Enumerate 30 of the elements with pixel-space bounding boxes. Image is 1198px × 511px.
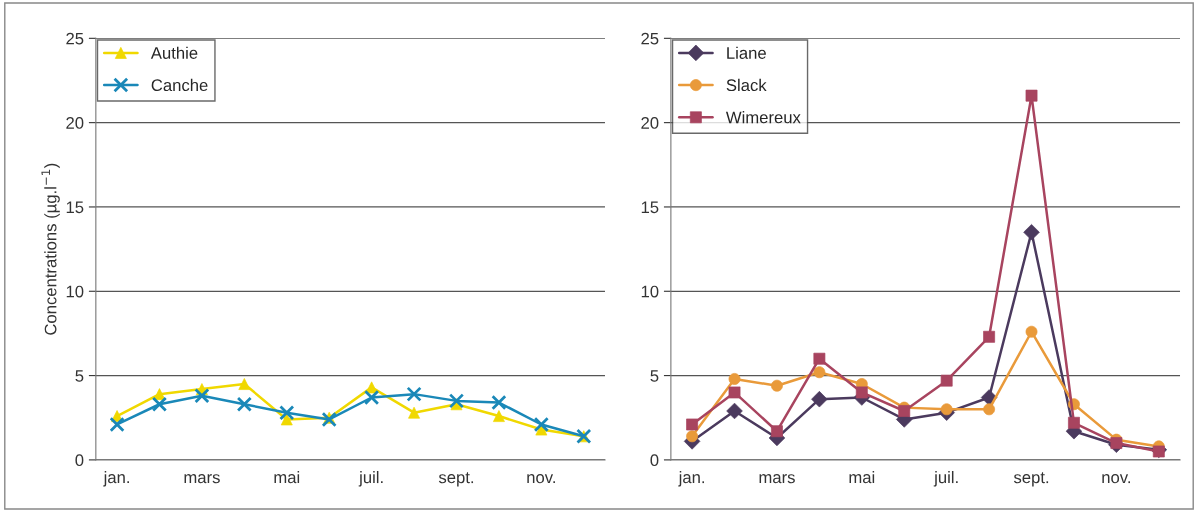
y-tick-label: 5 [650, 370, 659, 382]
x-tick-label: nov. [527, 474, 555, 484]
y-tick-label: 0 [75, 454, 84, 467]
y-tick-label: 0 [650, 454, 659, 467]
y-tick-label: 25 [641, 32, 659, 45]
y-tick-label: 25 [66, 32, 84, 45]
legend-label: Wimereux [725, 111, 801, 124]
x-tick-label: mai [274, 471, 300, 484]
x-tick-label: mars [184, 474, 220, 484]
x-tick-label: sept. [438, 472, 474, 487]
y-tick-label: 10 [66, 285, 84, 298]
legend-label: Authie [150, 46, 198, 59]
legend-label: Slack [726, 78, 767, 92]
y-tick-label: 15 [66, 201, 84, 214]
x-tick-label: juil. [358, 471, 383, 487]
y-axis-title: Concentrations (µg.l$^{−1}$) [41, 163, 60, 335]
y-tick-label: 10 [641, 285, 659, 298]
x-tick-label: juil. [933, 471, 958, 487]
legend-label: Liane [727, 46, 766, 59]
y-tick-label: 15 [641, 201, 659, 214]
y-tick-label: 5 [75, 370, 84, 382]
x-tick-label: mars [759, 474, 795, 484]
x-tick-label: jan. [103, 471, 129, 487]
y-tick-label: 20 [66, 117, 84, 129]
x-tick-label: mai [849, 471, 875, 484]
x-tick-label: nov. [1102, 474, 1130, 484]
x-tick-label: sept. [1013, 472, 1049, 487]
legend-label: Canche [151, 78, 208, 92]
x-tick-label: jan. [678, 471, 705, 487]
y-tick-label: 20 [641, 117, 659, 129]
